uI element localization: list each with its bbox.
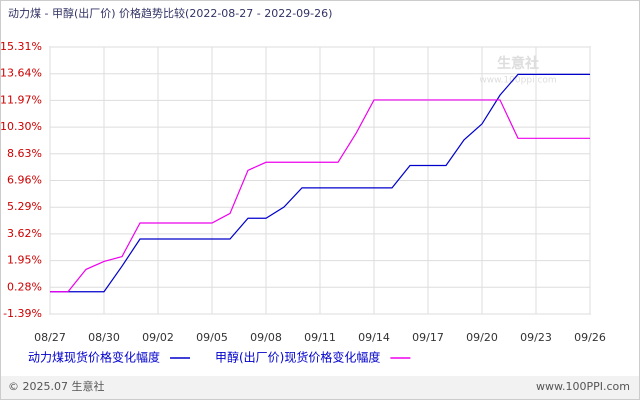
y-tick-label: 5.29% [7,200,42,213]
x-tick-label: 08/27 [34,331,66,344]
watermark-url: www.100ppi.com [479,76,556,86]
x-tick-label: 09/02 [142,331,174,344]
y-tick-label: 0.28% [7,280,42,293]
legend-label: 动力煤现货价格变化幅度 [28,350,160,365]
y-tick-label: 11.97% [0,93,42,106]
y-tick-label: -1.39% [3,307,42,320]
footer-bar [1,376,639,399]
x-tick-label: 09/20 [466,331,498,344]
y-tick-label: 13.64% [0,67,42,80]
x-tick-label: 09/17 [412,331,444,344]
x-tick-label: 09/23 [520,331,552,344]
x-tick-label: 09/05 [196,331,228,344]
x-tick-label: 09/26 [574,331,606,344]
y-tick-label: 15.31% [0,40,42,53]
y-tick-label: 3.62% [7,227,42,240]
watermark: 生意社 [497,55,539,72]
x-tick-label: 09/08 [250,331,282,344]
x-tick-label: 09/11 [304,331,336,344]
y-tick-label: 10.30% [0,120,42,133]
y-tick-label: 8.63% [7,147,42,160]
chart-title: 动力煤 - 甲醇(出厂价) 价格趋势比较(2022-08-27 - 2022-0… [8,6,332,20]
footer-right: www.100PPI.com [536,380,630,393]
series-line [50,73,590,293]
footer-left: © 2025.07 生意社 [8,379,104,393]
x-tick-label: 09/14 [358,331,390,344]
series-line [50,99,590,293]
y-tick-label: 1.95% [7,254,42,267]
x-tick-label: 08/30 [88,331,120,344]
y-tick-label: 6.96% [7,174,42,187]
legend-label: 甲醇(出厂价)现货价格变化幅度 [215,350,380,365]
